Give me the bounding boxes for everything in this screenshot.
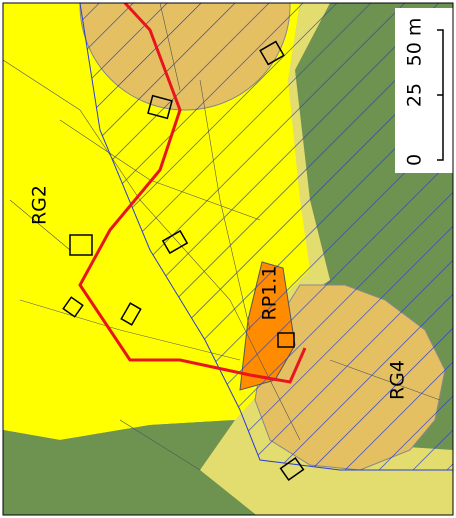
scale-label: 0 [404,154,426,166]
building [277,332,295,348]
building [62,296,84,318]
scale-label: 50 m [404,18,426,67]
route-line [78,3,307,384]
building [259,40,285,66]
scale-label: 25 [404,83,426,107]
building [161,229,189,255]
zone-label: RG4 [387,360,409,400]
building [120,302,142,326]
building [147,94,173,120]
zone-label: RP1.1 [259,266,281,321]
hatched-area [79,3,453,471]
forest-strip [3,420,235,515]
building [69,234,93,256]
building [279,457,305,481]
zone-label: RG2 [29,185,51,225]
